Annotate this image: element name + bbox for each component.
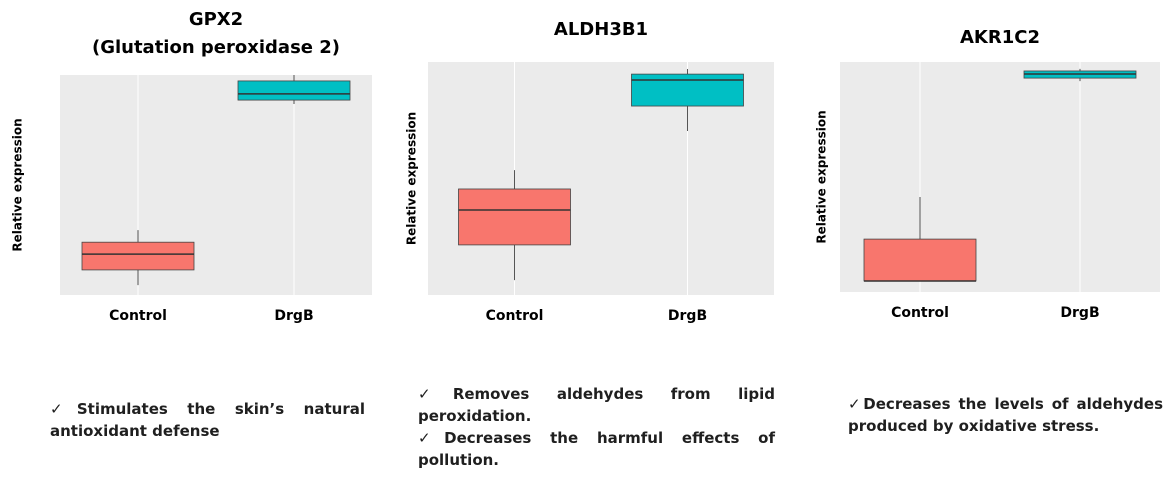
- description-item: ✓Stimulates the skin’s natural antioxida…: [50, 400, 365, 440]
- description-item: ✓Decreases the harmful effects of pollut…: [418, 429, 775, 469]
- x-tick-label: Control: [891, 305, 949, 321]
- box: [631, 73, 744, 107]
- box: [237, 80, 351, 101]
- chart-subtitle: (Glutation peroxidase 2): [92, 37, 340, 58]
- box: [458, 188, 571, 246]
- x-tick-label: Control: [109, 308, 167, 324]
- y-axis-label: Relative expression: [815, 110, 829, 243]
- x-tick-label: DrgB: [668, 308, 707, 324]
- chart-title: ALDH3B1: [554, 19, 648, 40]
- description: ✓Removes aldehydes from lipid peroxidati…: [418, 383, 775, 471]
- chart-title: AKR1C2: [960, 27, 1040, 48]
- box: [81, 241, 195, 271]
- y-axis-label: Relative expression: [405, 112, 419, 245]
- chart-title: GPX2: [189, 9, 243, 30]
- description-item: ✓Removes aldehydes from lipid peroxidati…: [418, 385, 775, 425]
- x-tick-label: DrgB: [1060, 305, 1099, 321]
- box: [863, 238, 977, 282]
- x-tick-label: Control: [486, 308, 544, 324]
- y-axis-label: Relative expression: [11, 118, 25, 251]
- description: ✓Stimulates the skin’s natural antioxida…: [50, 398, 365, 442]
- x-tick-label: DrgB: [274, 308, 313, 324]
- description: ✓Decreases the levels of aldehydes produ…: [848, 393, 1163, 437]
- description-item: ✓Decreases the levels of aldehydes produ…: [848, 395, 1163, 435]
